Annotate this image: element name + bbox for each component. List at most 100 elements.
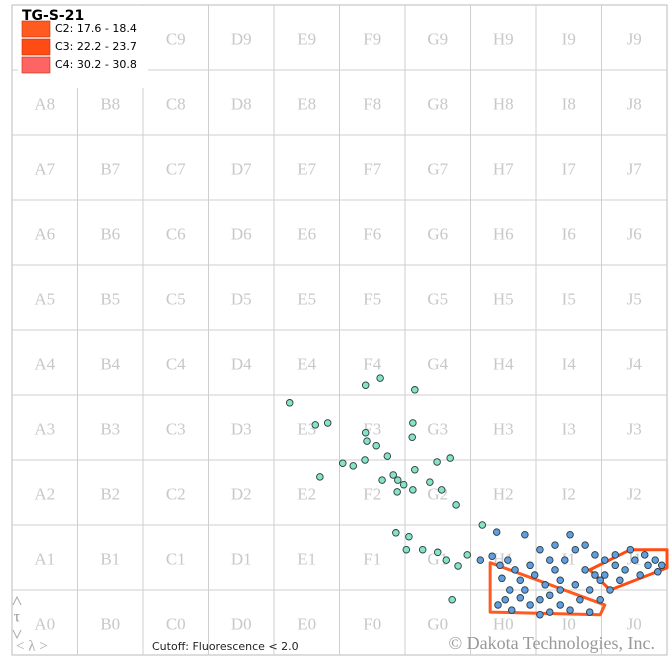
point <box>392 529 400 537</box>
point <box>640 551 649 559</box>
point <box>581 541 589 549</box>
cell-label: A2 <box>34 485 55 504</box>
point <box>530 571 539 579</box>
cell-label: E6 <box>297 225 316 244</box>
legend-label: C3: 22.2 - 23.7 <box>55 40 137 53</box>
cell-label: A3 <box>34 420 55 439</box>
point <box>626 545 635 554</box>
cell-label: J3 <box>627 420 642 439</box>
point <box>349 462 358 470</box>
point <box>488 552 496 560</box>
cell-label: H3 <box>493 420 514 439</box>
point <box>591 571 599 579</box>
cutoff-note: Cutoff: Fluorescence < 2.0 <box>152 640 299 653</box>
cell-label: G5 <box>427 290 448 309</box>
point <box>383 452 392 460</box>
cell-label: H5 <box>493 290 514 309</box>
y-axis-label: τ <box>14 609 21 626</box>
cell-label: F0 <box>363 615 381 634</box>
cell-label: J8 <box>627 95 642 114</box>
point <box>576 596 584 604</box>
point <box>442 556 451 564</box>
point <box>393 488 401 496</box>
point <box>616 576 624 585</box>
point <box>448 596 456 604</box>
cell-label: F4 <box>363 355 381 374</box>
point <box>556 601 564 609</box>
cell-label: E7 <box>297 160 316 179</box>
cell-label: C6 <box>166 225 186 244</box>
point <box>426 478 434 486</box>
cell-label: C3 <box>166 420 186 439</box>
point <box>311 421 320 429</box>
point <box>454 562 462 570</box>
cell-label: I3 <box>562 420 576 439</box>
point <box>571 581 580 589</box>
cell-label: H4 <box>493 355 514 374</box>
cell-label: E0 <box>297 615 316 634</box>
cell-label: B3 <box>100 420 120 439</box>
legend-swatch <box>21 38 51 56</box>
point <box>339 459 347 468</box>
cell-label: A1 <box>34 550 55 569</box>
cell-label: B8 <box>100 95 120 114</box>
point <box>504 556 512 564</box>
point <box>361 381 370 390</box>
cell-label: I7 <box>562 160 577 179</box>
cell-label: D0 <box>231 615 252 634</box>
cell-label: D1 <box>231 550 252 569</box>
cell-label: F5 <box>363 290 381 309</box>
cell-label: F9 <box>363 30 381 49</box>
legend-swatch <box>21 56 51 74</box>
point <box>631 556 639 564</box>
point <box>372 441 380 450</box>
legend-label: C2: 17.6 - 18.4 <box>55 22 137 35</box>
cell-label: J6 <box>627 225 642 244</box>
point <box>591 551 599 559</box>
point <box>476 556 485 564</box>
axis-arrows <box>12 595 22 640</box>
legend: TG-S-21 C2: 17.6 - 18.4 C3: 22.2 - 23.7 C4… <box>18 6 148 88</box>
point <box>316 473 324 481</box>
cell-label: C7 <box>166 160 186 179</box>
cell-label: F8 <box>363 95 381 114</box>
point <box>437 486 446 494</box>
point <box>566 531 574 539</box>
point <box>378 476 386 484</box>
cell-label: E3 <box>297 420 316 439</box>
cell-label: F2 <box>363 485 381 504</box>
point <box>452 501 460 509</box>
cell-label: G9 <box>427 30 448 49</box>
point <box>411 386 419 394</box>
point <box>394 476 402 484</box>
cell-label: H0 <box>493 615 514 634</box>
point <box>434 548 442 557</box>
cell-label: B5 <box>100 290 120 309</box>
point <box>376 374 384 382</box>
cell-label: A5 <box>34 290 55 309</box>
cell-label: H9 <box>493 30 514 49</box>
point <box>536 596 544 604</box>
cell-label: F7 <box>363 160 381 179</box>
point <box>566 606 574 614</box>
point <box>546 591 554 599</box>
cell-label: H2 <box>493 485 514 504</box>
point <box>551 566 559 574</box>
cell-label: C0 <box>166 615 186 634</box>
cell-label: B7 <box>100 160 120 179</box>
point <box>389 471 397 479</box>
cell-label: G7 <box>427 160 448 179</box>
cell-label: F6 <box>363 225 381 244</box>
point <box>418 545 427 554</box>
cell-label: E1 <box>297 550 316 569</box>
cell-label: I5 <box>562 290 576 309</box>
point <box>361 456 369 464</box>
point <box>546 608 554 616</box>
point <box>556 586 564 594</box>
point <box>654 568 662 576</box>
point <box>611 551 620 559</box>
cell-label: E8 <box>297 95 316 114</box>
point <box>323 419 332 427</box>
cell-label: B2 <box>100 485 120 504</box>
